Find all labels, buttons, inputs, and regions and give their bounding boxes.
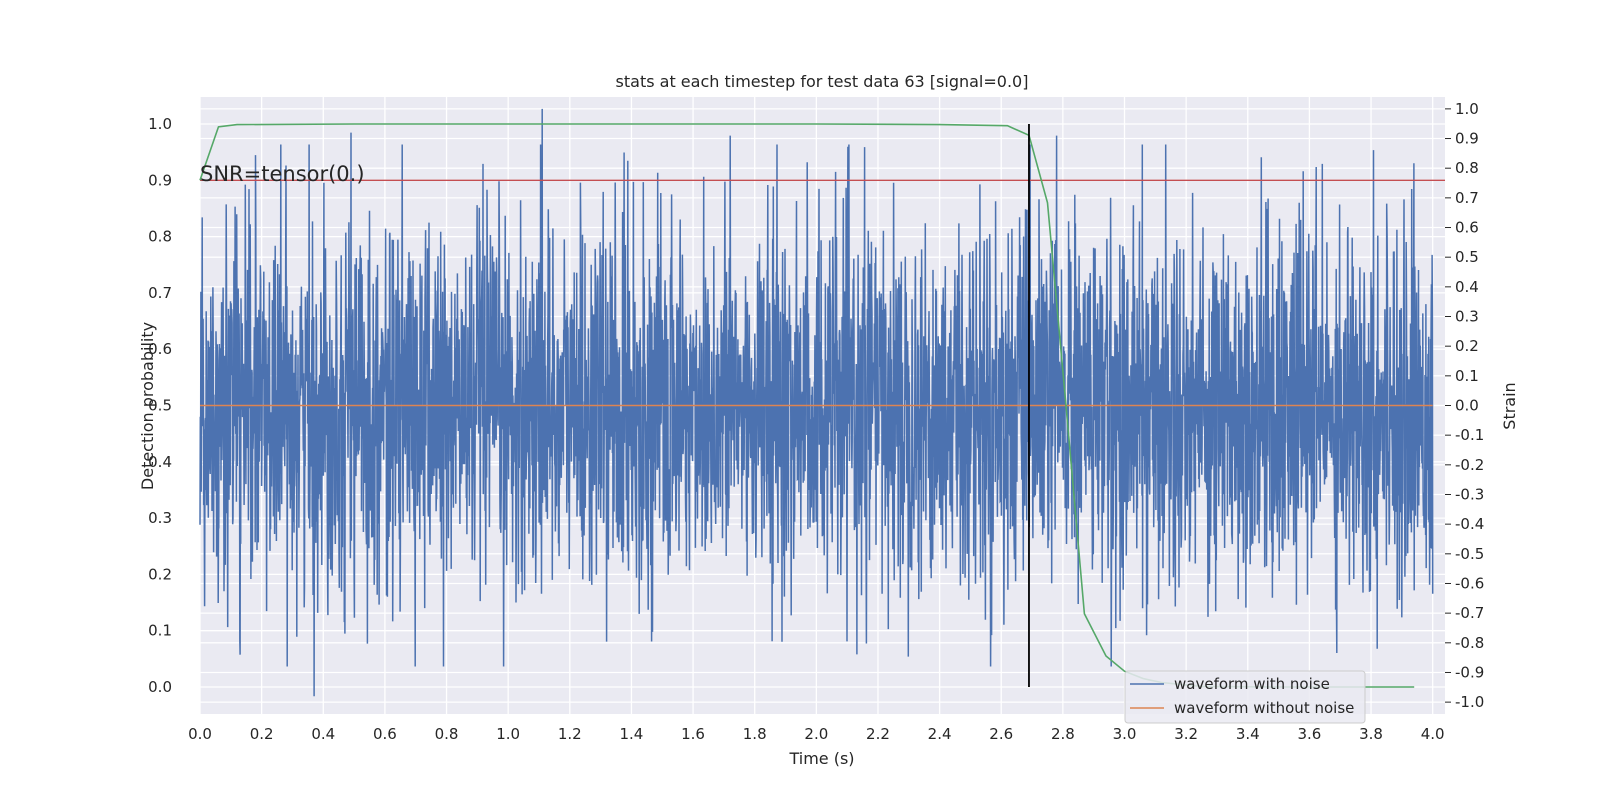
y-tick-label-right: 0.8: [1455, 159, 1479, 177]
series-line-waveform-with-noise: [199, 108, 1434, 697]
y-tick-label-left: 0.4: [148, 453, 172, 471]
x-tick-label: 2.6: [989, 725, 1013, 743]
x-tick-label: 3.0: [1113, 725, 1137, 743]
legend-box: [1124, 670, 1366, 724]
x-axis-label: Time (s): [788, 749, 854, 768]
x-tick-label: 1.0: [496, 725, 520, 743]
x-tick-label: 3.6: [1297, 725, 1321, 743]
y-tick-label-right: -1.0: [1455, 693, 1484, 711]
y-tick-label-right: 0.7: [1455, 189, 1479, 207]
x-tick-label: 3.4: [1236, 725, 1260, 743]
y-tick-label-left: 0.5: [148, 397, 172, 415]
y-tick-label-right: -0.6: [1455, 574, 1484, 592]
legend-label-noise: waveform with noise: [1174, 675, 1330, 693]
y-tick-label-right: 0.9: [1455, 130, 1479, 148]
y-tick-label-right: 0.5: [1455, 248, 1479, 266]
y-tick-label-right: -0.7: [1455, 604, 1484, 622]
y-tick-label-right: 0.0: [1455, 397, 1479, 415]
x-tick-label: 1.2: [558, 725, 582, 743]
y-tick-label-right: -0.5: [1455, 545, 1484, 563]
legend: waveform with noise waveform without noi…: [1124, 670, 1366, 724]
y-tick-label-left: 0.3: [148, 509, 172, 527]
x-tick-label: 3.2: [1174, 725, 1198, 743]
y-tick-label-right: -0.8: [1455, 634, 1484, 652]
y-tick-label-left: 0.2: [148, 565, 172, 583]
x-tick-label: 0.8: [435, 725, 459, 743]
x-tick-label: 3.8: [1359, 725, 1383, 743]
y-tick-label-right: 0.3: [1455, 308, 1479, 326]
x-tick-label: 4.0: [1421, 725, 1445, 743]
y-tick-label-left: 0.8: [148, 228, 172, 246]
y-tick-label-right: 0.6: [1455, 219, 1479, 237]
legend-label-clean: waveform without noise: [1174, 699, 1354, 717]
x-tick-label: 0.6: [373, 725, 397, 743]
x-tick-label: 2.2: [866, 725, 890, 743]
y-tick-label-right: -0.2: [1455, 456, 1484, 474]
x-tick-label: 0.4: [311, 725, 335, 743]
x-tick-label: 1.8: [743, 725, 767, 743]
y-tick-label-right: -0.4: [1455, 515, 1484, 533]
y-tick-label-left: 1.0: [148, 115, 172, 133]
x-tick-label: 2.4: [928, 725, 952, 743]
chart-title: stats at each timestep for test data 63 …: [616, 72, 1029, 91]
y-tick-label-left: 0.7: [148, 284, 172, 302]
x-tick-label: 2.0: [804, 725, 828, 743]
y-tick-label-right: 0.4: [1455, 278, 1479, 296]
y-tick-label-right: 0.1: [1455, 367, 1479, 385]
y-tick-label-right: 0.2: [1455, 337, 1479, 355]
x-tick-label: 1.6: [681, 725, 705, 743]
y-tick-label-left: 0.1: [148, 622, 172, 640]
y-tick-label-left: 0.0: [148, 678, 172, 696]
y-tick-label-right: -0.9: [1455, 663, 1484, 681]
y-axis-label-left: Detection probability: [138, 322, 157, 490]
y-tick-label-right: -0.1: [1455, 426, 1484, 444]
y-tick-label-left: 0.9: [148, 171, 172, 189]
y-tick-label-right: 1.0: [1455, 100, 1479, 118]
ticks: 0.0 0.2 0.4 0.6 0.8 1.0 1.2 1.4 1.6 1.8 2.0 2.2 2.4 2…: [148, 100, 1484, 743]
y-tick-label-right: -0.3: [1455, 485, 1484, 503]
x-tick-label: 1.4: [620, 725, 644, 743]
x-tick-label: 2.8: [1051, 725, 1075, 743]
x-tick-label: 0.2: [250, 725, 274, 743]
snr-annotation: SNR=tensor(0.): [200, 162, 365, 186]
x-tick-label: 0.0: [188, 725, 212, 743]
y-tick-label-left: 0.6: [148, 340, 172, 358]
y-axis-label-right: Strain: [1500, 382, 1519, 429]
